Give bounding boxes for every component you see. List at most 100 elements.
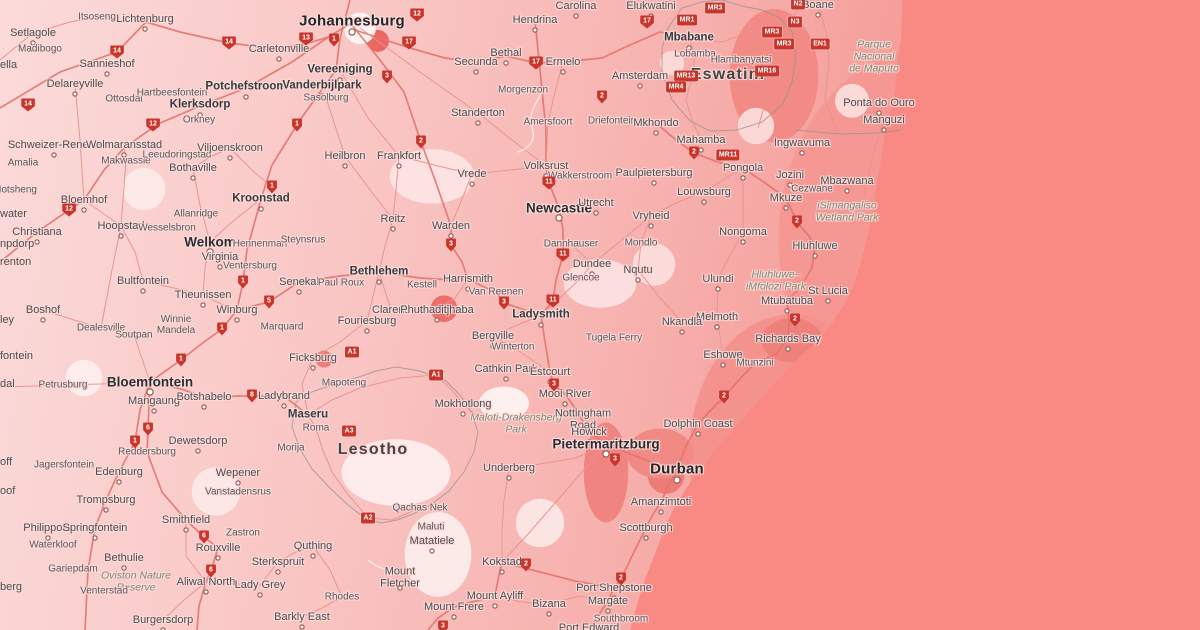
map-label[interactable]: Ventersburg: [223, 260, 277, 272]
map-label[interactable]: Paul Roux: [317, 277, 365, 289]
map-label[interactable]: Marquard: [260, 321, 304, 333]
map-label[interactable]: Wesselsbron: [138, 222, 196, 234]
map-label[interactable]: Southbroom: [593, 613, 649, 625]
map-label[interactable]: Setlagole: [10, 26, 56, 39]
map-label[interactable]: Winburg: [216, 303, 258, 316]
map-label[interactable]: Amersfoort: [523, 116, 573, 128]
map-label[interactable]: Reddersburg: [118, 446, 176, 458]
map-label[interactable]: Sasolburg: [303, 92, 349, 104]
map-label[interactable]: Utrecht: [578, 196, 614, 209]
map-label[interactable]: Standerton: [451, 106, 505, 119]
map-label[interactable]: Carolina: [555, 0, 597, 12]
map-label[interactable]: Orkney: [182, 114, 216, 126]
map-label[interactable]: Oviston Nature Reserve: [100, 569, 172, 593]
map-label[interactable]: Dundee: [572, 257, 612, 270]
map-label[interactable]: Hlambanyatsi: [710, 54, 772, 66]
map-label[interactable]: Hluhluwe– iMfolozi Park: [745, 268, 807, 292]
map-label[interactable]: Hoopstad: [97, 219, 145, 232]
map-label[interactable]: Itsoseng: [78, 11, 116, 23]
map-label[interactable]: Motsheng: [0, 184, 37, 196]
map-label[interactable]: Dolphin Coast: [663, 417, 733, 430]
map-label[interactable]: Maloti-Drakensberg Park: [470, 411, 562, 435]
map-label[interactable]: Morgenzon: [497, 84, 549, 96]
map-label[interactable]: Mooi River: [538, 387, 592, 400]
map-label[interactable]: Estcourt: [529, 365, 571, 378]
map-label[interactable]: Springfontein: [62, 521, 128, 534]
map-label[interactable]: Viljoenskroon: [197, 141, 263, 154]
map-label[interactable]: Amsterdam: [611, 69, 669, 82]
map-label[interactable]: Bethulie: [104, 551, 144, 564]
map-label[interactable]: Vryheid: [632, 209, 670, 222]
map-label[interactable]: Mkuze: [769, 191, 803, 204]
map-label[interactable]: Rouxville: [195, 541, 241, 554]
map-label[interactable]: Paulpietersburg: [615, 166, 693, 179]
map-label[interactable]: Margate: [587, 594, 629, 607]
map-label[interactable]: Morija: [277, 442, 305, 454]
map-label[interactable]: Louwsburg: [677, 185, 731, 198]
map-label[interactable]: Winnie Mandela: [156, 313, 196, 336]
map-label[interactable]: Melmoth: [695, 310, 739, 323]
map-label[interactable]: Philippolis: [23, 521, 73, 534]
map-label[interactable]: Mondlo: [624, 237, 658, 249]
map-label[interactable]: Sannieshof: [79, 57, 135, 70]
map-label[interactable]: Cezwane: [791, 183, 833, 195]
map-label[interactable]: Schweizer-Reneke: [7, 138, 101, 151]
map-label[interactable]: Port Edward: [558, 621, 620, 630]
map-label[interactable]: Mangaung: [128, 394, 180, 407]
map-label[interactable]: Kokstad: [482, 555, 522, 568]
map-label[interactable]: Pietermaritzburg: [552, 436, 660, 452]
map-label[interactable]: Kestell: [406, 279, 438, 291]
map-label[interactable]: Jagersfontein: [33, 459, 95, 471]
map-label[interactable]: Lobamba: [674, 48, 716, 60]
map-label[interactable]: Dannhauser: [543, 238, 599, 250]
map-label[interactable]: Mount Ayliff: [466, 589, 524, 602]
map-label[interactable]: Tugela Ferry: [585, 332, 643, 344]
map-label[interactable]: Howick: [571, 425, 607, 438]
map-label[interactable]: Burgersdorp: [132, 613, 194, 626]
map-label[interactable]: Matatiele: [409, 534, 455, 547]
map-label[interactable]: Quthing: [293, 539, 333, 552]
map-label[interactable]: Clarens: [372, 303, 410, 316]
map-label[interactable]: Johannesburg: [299, 12, 405, 30]
map-label[interactable]: Ponta do Ouro: [843, 96, 915, 109]
map-label[interactable]: Dealesville: [76, 322, 126, 334]
map-label[interactable]: Edenburg: [95, 465, 143, 478]
map-label[interactable]: Hluhluwe: [792, 239, 838, 252]
map-label[interactable]: Volksrust: [523, 159, 569, 172]
map-label[interactable]: Waterkloof: [29, 539, 77, 551]
map-label[interactable]: Amalia: [7, 157, 39, 169]
map-label[interactable]: Barkly East: [274, 610, 330, 623]
map-label[interactable]: Warden: [431, 219, 471, 232]
map-label[interactable]: Ulundi: [702, 272, 734, 285]
map-label[interactable]: Boane: [802, 0, 834, 11]
map-label[interactable]: Bloemhof: [60, 193, 108, 206]
map-label[interactable]: Klerksdorp: [169, 98, 231, 111]
map-label[interactable]: Durban: [650, 460, 704, 478]
map-label[interactable]: Aliwal North: [176, 575, 236, 588]
map-label[interactable]: Van Reenen: [468, 286, 524, 298]
map-label[interactable]: Phuthaditjhaba: [400, 303, 474, 316]
map-label[interactable]: Mtubatuba: [761, 294, 813, 307]
map-label[interactable]: Delareyville: [46, 77, 104, 90]
map-label[interactable]: Trompsburg: [76, 493, 136, 506]
map-label[interactable]: Cathkin Park: [474, 362, 538, 375]
map-label[interactable]: Fouriesburg: [337, 314, 397, 327]
map-label[interactable]: Boshof: [25, 303, 61, 316]
map-label[interactable]: Gariepdam: [48, 563, 98, 575]
map-label[interactable]: Hendrina: [512, 13, 558, 26]
map-label[interactable]: Zastron: [226, 527, 260, 539]
map-label[interactable]: Frankfort: [376, 149, 422, 162]
map-label[interactable]: Ladybrand: [258, 389, 310, 402]
map-label[interactable]: Heilbron: [324, 149, 366, 162]
map-label[interactable]: Bethlehem: [349, 265, 409, 278]
map-label[interactable]: Mokhotlong: [434, 397, 492, 410]
map-label[interactable]: Nkandla: [661, 315, 703, 328]
map-label[interactable]: Steynsrus: [280, 234, 326, 246]
map-label[interactable]: Eshowe: [703, 348, 743, 361]
map-label[interactable]: Driefontein: [587, 115, 637, 127]
map-label[interactable]: Secunda: [454, 55, 498, 68]
map-label[interactable]: Allanridge: [173, 208, 219, 220]
map-label[interactable]: St Lucia: [808, 284, 848, 297]
map-label[interactable]: Soutpan: [115, 329, 153, 341]
map-label[interactable]: Mount Frere: [424, 600, 484, 613]
